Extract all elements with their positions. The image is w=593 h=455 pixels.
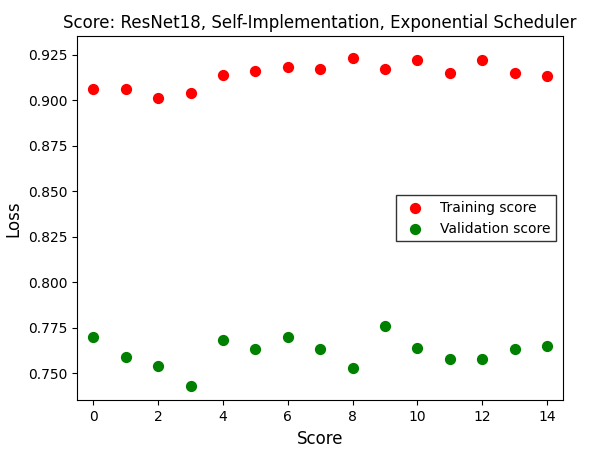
Validation score xyxy=(121,353,130,360)
Validation score xyxy=(413,344,422,351)
Validation score xyxy=(510,346,519,353)
Training score xyxy=(88,86,98,93)
Validation score xyxy=(154,362,163,369)
Y-axis label: Loss: Loss xyxy=(4,200,23,237)
Validation score xyxy=(445,355,455,362)
Validation score xyxy=(251,346,260,353)
Training score xyxy=(543,73,552,80)
Validation score xyxy=(283,333,292,340)
Validation score xyxy=(315,346,325,353)
Validation score xyxy=(186,382,195,389)
Validation score xyxy=(88,333,98,340)
Training score xyxy=(251,67,260,75)
Training score xyxy=(121,86,130,93)
X-axis label: Score: Score xyxy=(297,430,343,448)
Validation score xyxy=(348,364,358,371)
Title: Score: ResNet18, Self-Implementation, Exponential Scheduler: Score: ResNet18, Self-Implementation, Ex… xyxy=(63,14,577,32)
Validation score xyxy=(543,342,552,349)
Validation score xyxy=(218,337,228,344)
Training score xyxy=(380,66,390,73)
Legend: Training score, Validation score: Training score, Validation score xyxy=(396,195,556,242)
Training score xyxy=(283,64,292,71)
Training score xyxy=(477,56,487,64)
Validation score xyxy=(380,322,390,329)
Training score xyxy=(510,69,519,76)
Training score xyxy=(186,89,195,96)
Training score xyxy=(218,71,228,78)
Training score xyxy=(445,69,455,76)
Training score xyxy=(154,95,163,102)
Training score xyxy=(315,66,325,73)
Training score xyxy=(413,56,422,64)
Training score xyxy=(348,55,358,62)
Validation score xyxy=(477,355,487,362)
